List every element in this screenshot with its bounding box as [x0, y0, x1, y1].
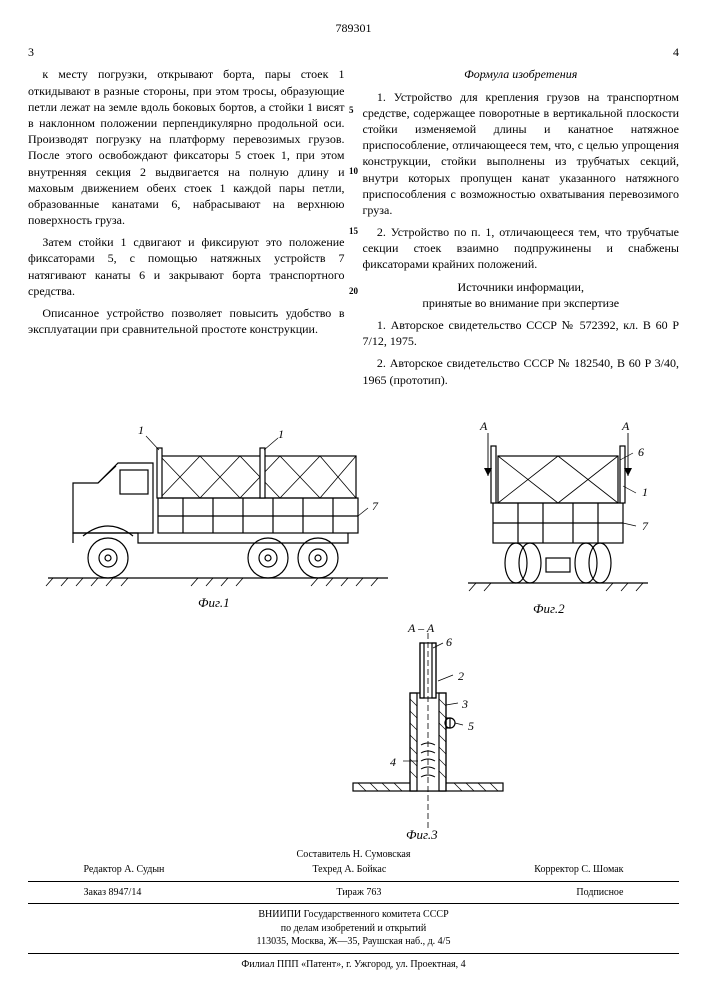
paragraph: к месту погрузки, открывают борта, пары …: [28, 66, 345, 228]
address-1: 113035, Москва, Ж—35, Раушская наб., д. …: [28, 935, 679, 949]
paragraph: Затем стойки 1 сдвигают и фиксируют это …: [28, 234, 345, 299]
line-number: 20: [349, 285, 358, 297]
callout-1r: 1: [642, 484, 648, 500]
patent-number: 789301: [28, 20, 679, 36]
claim: 2. Устройство по п. 1, отличающееся тем,…: [363, 224, 680, 273]
callout-4d: 4: [390, 754, 396, 770]
figure-3-detail: [348, 633, 508, 833]
line-number-gutter: 5 10 15 20: [349, 66, 358, 297]
circulation: Тираж 763: [336, 886, 381, 900]
callout-3d: 3: [462, 696, 468, 712]
techred: Техред А. Бойкас: [312, 863, 386, 877]
callout-2d: 2: [458, 668, 464, 684]
figure-2-rear: [458, 408, 658, 608]
org-line-1: ВНИИПИ Государственного комитета СССР: [28, 908, 679, 922]
left-column: к месту погрузки, открывают борта, пары …: [28, 66, 345, 393]
org-line-2: по делам изобретений и открытий: [28, 922, 679, 936]
order-num: Заказ 8947/14: [84, 886, 142, 900]
imprint-footer: Составитель Н. Сумовская Редактор А. Суд…: [28, 848, 679, 972]
figures-area: 1 1 7 Фиг.1: [28, 408, 679, 838]
callout-1: 1: [138, 422, 144, 438]
line-number: 15: [349, 225, 358, 237]
claims-heading: Формула изобретения: [363, 66, 680, 82]
corrector: Корректор С. Шомак: [534, 863, 623, 877]
callout-A-right: A: [622, 418, 629, 434]
paragraph: Описанное устройство позволяет повысить …: [28, 305, 345, 337]
address-2: Филиал ППП «Патент», г. Ужгород, ул. Про…: [28, 958, 679, 972]
right-column: Формула изобретения 1. Устройство для кр…: [363, 66, 680, 393]
callout-6d: 6: [446, 634, 452, 650]
page-num-left: 3: [28, 44, 34, 60]
compiler: Составитель Н. Сумовская: [297, 848, 411, 862]
figure-1-truck: [38, 408, 398, 598]
callout-6: 6: [638, 444, 644, 460]
page-num-right: 4: [673, 44, 679, 60]
callout-7: 7: [372, 498, 378, 514]
editor: Редактор А. Судын: [84, 863, 165, 877]
subscription: Подписное: [576, 886, 623, 900]
claim: 1. Устройство для крепления грузов на тр…: [363, 89, 680, 219]
fig1-label: Фиг.1: [198, 594, 230, 612]
sources-heading: Источники информации, принятые во вниман…: [363, 279, 680, 311]
callout-7r: 7: [642, 518, 648, 534]
fig3-label: Фиг.3: [406, 826, 438, 844]
line-number: 10: [349, 165, 358, 177]
callout-1b: 1: [278, 426, 284, 442]
two-column-text: к месту погрузки, открывают борта, пары …: [28, 66, 679, 393]
line-number: 5: [349, 104, 358, 116]
callout-5d: 5: [468, 718, 474, 734]
fig2-label: Фиг.2: [533, 600, 565, 618]
callout-A-left: A: [480, 418, 487, 434]
source-ref: 2. Авторское свидетельство СССР № 182540…: [363, 355, 680, 387]
source-ref: 1. Авторское свидетельство СССР № 572392…: [363, 317, 680, 349]
page-header: 3 4: [28, 44, 679, 60]
